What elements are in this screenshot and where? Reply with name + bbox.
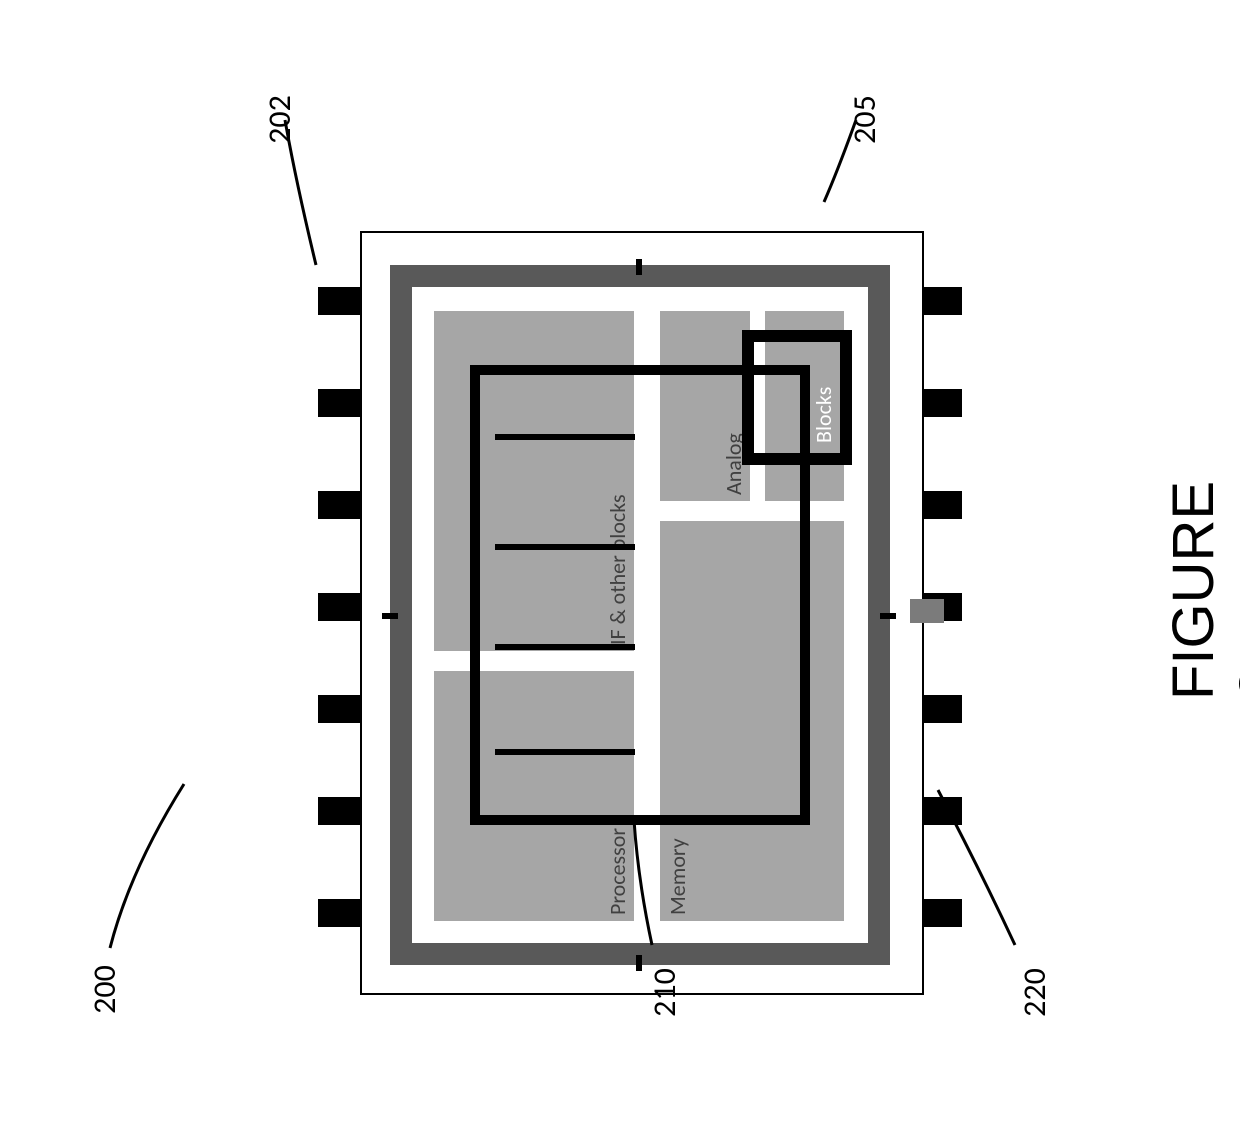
frame-tick bbox=[636, 259, 642, 275]
frame-tick bbox=[880, 613, 896, 619]
ref-200: 200 bbox=[85, 965, 124, 1014]
die-comb-line bbox=[495, 434, 635, 440]
chip-diagram: Processor IF & other blocks Memory Analo… bbox=[310, 135, 930, 995]
die-comb-line bbox=[495, 544, 635, 550]
frame-tick bbox=[636, 955, 642, 971]
pin-top bbox=[318, 695, 360, 723]
ref-210: 210 bbox=[645, 968, 684, 1017]
figure-title: FIGURE 2 bbox=[1160, 481, 1240, 700]
ref-202: 202 bbox=[260, 95, 299, 144]
die-comb-line bbox=[495, 644, 635, 650]
pin-top bbox=[318, 287, 360, 315]
pin-bottom bbox=[920, 695, 962, 723]
pin-bottom bbox=[920, 287, 962, 315]
pin-bottom bbox=[920, 797, 962, 825]
ref-205: 205 bbox=[845, 95, 884, 144]
pin-bottom bbox=[920, 389, 962, 417]
pin-top bbox=[318, 797, 360, 825]
frame-tick bbox=[382, 613, 398, 619]
highlight-box bbox=[742, 330, 852, 465]
ref-220: 220 bbox=[1015, 968, 1054, 1017]
die-comb-line bbox=[495, 749, 635, 755]
pin-top bbox=[318, 491, 360, 519]
pin-top bbox=[318, 899, 360, 927]
pin-top bbox=[318, 389, 360, 417]
center-connector bbox=[910, 599, 944, 623]
pin-top bbox=[318, 593, 360, 621]
pin-bottom bbox=[920, 899, 962, 927]
pin-bottom bbox=[920, 491, 962, 519]
